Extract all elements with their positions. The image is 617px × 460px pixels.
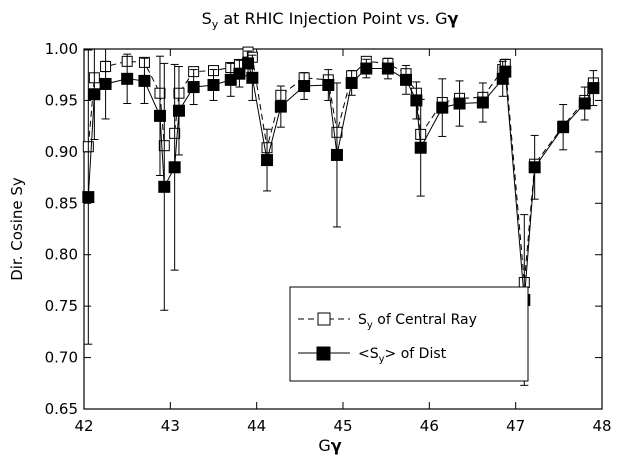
data-point bbox=[138, 74, 151, 87]
data-point bbox=[153, 109, 166, 122]
y-axis: 0.65 0.70 0.75 0.80 0.85 0.90 0.95 1.00 bbox=[45, 40, 602, 418]
data-point bbox=[261, 154, 274, 167]
x-axis: 42 43 44 45 46 47 48 bbox=[74, 49, 612, 435]
legend-marker-dist bbox=[316, 346, 331, 361]
data-point bbox=[168, 161, 181, 174]
data-point bbox=[88, 88, 101, 101]
xlabel-gamma: γ bbox=[331, 436, 342, 455]
data-point bbox=[557, 121, 570, 134]
legend-marker-central bbox=[317, 312, 331, 326]
x-tick-label: 43 bbox=[161, 417, 180, 435]
y-axis-label: Dir. Cosine Sy bbox=[8, 177, 26, 281]
x-tick-label: 44 bbox=[247, 417, 266, 435]
title-sub: y bbox=[212, 18, 219, 31]
data-point bbox=[274, 100, 287, 113]
data-point bbox=[121, 72, 134, 85]
data-point bbox=[499, 65, 512, 78]
data-point bbox=[246, 71, 259, 84]
legend: Sy of Central Ray <Sy> of Dist bbox=[289, 286, 529, 382]
data-point bbox=[360, 62, 373, 75]
legend-box bbox=[289, 286, 529, 382]
data-point bbox=[224, 73, 237, 86]
y-tick-label: 1.00 bbox=[45, 40, 78, 58]
data-point bbox=[330, 148, 343, 161]
legend-label-dist: <Sy> of Dist bbox=[358, 346, 447, 365]
legend-label-central: Sy of Central Ray bbox=[358, 312, 477, 331]
plot-area bbox=[82, 46, 600, 386]
title-rest: at RHIC Injection Point vs. G bbox=[218, 9, 447, 28]
x-tick-label: 45 bbox=[333, 417, 352, 435]
y-tick-label: 0.65 bbox=[45, 400, 78, 418]
data-point bbox=[187, 81, 200, 94]
data-point bbox=[207, 79, 220, 91]
x-tick-label: 42 bbox=[74, 417, 93, 435]
data-point bbox=[99, 77, 112, 90]
data-point bbox=[298, 80, 311, 93]
title-s: S bbox=[202, 9, 212, 28]
x-axis-label: Gγ bbox=[318, 436, 341, 455]
series-dist bbox=[82, 48, 600, 386]
data-point bbox=[400, 73, 413, 86]
data-point bbox=[436, 101, 449, 114]
y-tick-label: 0.95 bbox=[45, 91, 78, 109]
xlabel-g: G bbox=[318, 436, 330, 455]
data-point bbox=[345, 76, 358, 89]
y-tick-label: 0.90 bbox=[45, 143, 78, 161]
data-point bbox=[453, 97, 466, 110]
data-point bbox=[233, 67, 246, 80]
x-tick-label: 48 bbox=[592, 417, 611, 435]
y-tick-label: 0.80 bbox=[45, 246, 78, 264]
data-point bbox=[578, 97, 591, 110]
x-tick-label: 46 bbox=[420, 417, 439, 435]
y-tick-label: 0.75 bbox=[45, 297, 78, 315]
data-point bbox=[476, 96, 489, 109]
data-point bbox=[172, 104, 185, 117]
data-point bbox=[158, 180, 171, 193]
title-gamma: γ bbox=[448, 9, 459, 28]
y-tick-label: 0.85 bbox=[45, 194, 78, 212]
y-tick-label: 0.70 bbox=[45, 349, 78, 367]
data-point bbox=[528, 161, 541, 174]
data-point bbox=[414, 141, 427, 154]
x-tick-label: 47 bbox=[506, 417, 525, 435]
data-point bbox=[410, 94, 423, 107]
data-point bbox=[242, 57, 255, 70]
chart-title: Sy at RHIC Injection Point vs. Gγ bbox=[202, 9, 459, 31]
data-point bbox=[587, 82, 600, 95]
data-point bbox=[381, 62, 394, 75]
data-point bbox=[322, 79, 335, 91]
data-point bbox=[82, 191, 95, 204]
